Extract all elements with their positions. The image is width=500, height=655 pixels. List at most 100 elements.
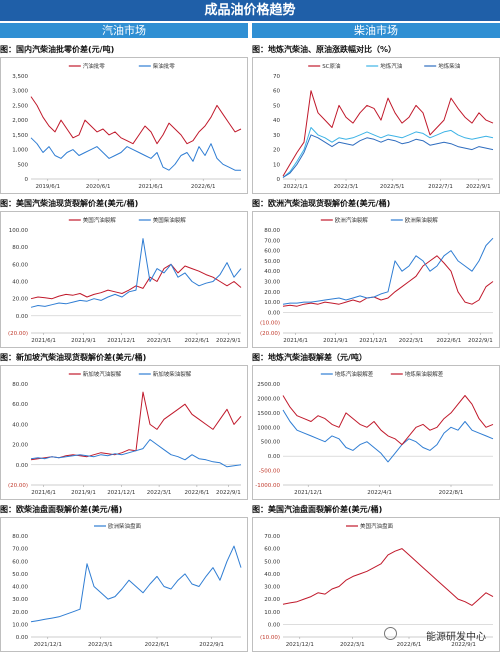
chart-svg: 70.00 60.00 50.00 40.00 30.00 20.00 10.00 0.00 (… (260, 522, 494, 648)
chart-frame: 100.00 80.00 60.00 40.00 20.00 0.00 (20.00) 202… (0, 211, 248, 348)
legend-label: 美国汽油裂解 (83, 216, 117, 224)
y-tick-label: 500 (18, 162, 29, 168)
chart-svg: 80.00 60.00 40.00 20.00 0.00 (20.00)2021/6/1 2… (8, 370, 242, 496)
series-line (282, 90, 494, 177)
x-tick-label: 2021/9/1 (71, 338, 96, 344)
chart-frame: 80.00 70.00 60.00 50.00 40.00 30.00 20.00 10.00… (0, 517, 248, 652)
y-tick-label: 0.00 (16, 463, 29, 469)
series-line (30, 263, 242, 300)
x-tick-label: 2021/12/1 (286, 642, 314, 648)
x-tick-label: 2022/3/1 (88, 642, 113, 648)
legend-label: 汽油批零 (83, 62, 106, 70)
x-tick-label: 2021/9/1 (71, 490, 96, 496)
x-tick-label: 2021/6/1 (138, 184, 163, 190)
y-tick-label: 2500.00 (257, 382, 280, 388)
wechat-icon (384, 627, 397, 640)
y-tick-label: 0.00 (268, 622, 281, 628)
legend-label: SC原油 (322, 62, 341, 70)
chart-panel-p7: 图：欧柴油盘面裂解价差(美元/桶) 80.00 70.00 60.00 50.00 40.… (0, 504, 248, 652)
chart-panel-p8: 图：美国汽油盘面裂解价差(美元/桶) 70.00 60.00 50.00 40.00 30… (252, 504, 500, 652)
x-tick-label: 2020/6/1 (86, 184, 111, 190)
x-tick-label: 2022/3/1 (399, 338, 424, 344)
diesel-column-header: 柴油市场 (252, 23, 500, 38)
legend-label: 欧洲柴油盘面 (108, 522, 142, 530)
x-tick-label: 2022/9/1 (216, 490, 241, 496)
chart-title: 图：地炼汽柴油、原油涨跌幅对比（%） (252, 45, 397, 54)
x-tick-label: 2022/9/1 (466, 184, 491, 190)
legend-label: 地炼汽油裂解差 (335, 370, 374, 378)
y-tick-label: 1,000 (12, 148, 28, 154)
y-tick-label: (10.00) (260, 635, 280, 641)
y-tick-label: 10.00 (264, 610, 280, 616)
x-tick-label: 2021/6/1 (31, 490, 56, 496)
y-tick-label: 0.00 (16, 314, 29, 320)
x-tick-label: 2022/6/1 (191, 184, 216, 190)
legend-label: 美国汽油盘面 (360, 522, 394, 530)
y-tick-label: 40.00 (12, 585, 28, 591)
x-tick-label: 2022/9/1 (199, 642, 224, 648)
y-tick-label: 40.00 (12, 422, 28, 428)
y-tick-label: 40.00 (264, 269, 280, 275)
x-tick-label: 2021/12/1 (107, 490, 135, 496)
chart-frame: 70.00 60.00 50.00 40.00 30.00 20.00 10.00 0.00 (… (252, 517, 500, 652)
y-tick-label: 1,500 (12, 133, 28, 139)
chart-title: 图：地炼汽柴油裂解差（元/吨） (252, 353, 367, 362)
legend-label: 地炼柴油裂解差 (405, 370, 444, 378)
gasoline-column-header: 汽油市场 (0, 23, 248, 38)
x-tick-label: 2022/3/1 (340, 642, 365, 648)
chart-panel-p3: 图：美国汽柴油现货裂解价差(美元/桶) 100.00 80.00 60.00 40.00… (0, 198, 248, 348)
x-tick-label: 2022/9/1 (468, 338, 493, 344)
chart-panel-p1: 图：国内汽柴油批零价差(元/吨) 3,500 3,000 2,500 2,000 1,50… (0, 44, 248, 194)
y-tick-label: 60 (273, 89, 280, 95)
x-tick-label: 2019/6/1 (35, 184, 60, 190)
y-tick-label: 30.00 (264, 585, 280, 591)
x-tick-label: 2022/1/1 (283, 184, 308, 190)
chart-title: 图：美国汽柴油现货裂解价差(美元/桶) (0, 199, 139, 208)
x-tick-label: 2021/12/1 (294, 490, 322, 496)
y-tick-label: 20.00 (12, 610, 28, 616)
chart-svg: 3,500 3,000 2,500 2,000 1,500 1,000 500 0 2019/6… (12, 62, 242, 190)
y-tick-label: 40.00 (12, 280, 28, 286)
y-tick-label: 80.00 (264, 228, 280, 234)
y-tick-label: 50.00 (264, 559, 280, 565)
y-tick-label: 60.00 (12, 402, 28, 408)
y-tick-label: 0 (25, 177, 29, 183)
chart-panel-p4: 图：欧洲汽柴油现货裂解价差(美元/桶) 80.00 70.00 60.00 50.00 4… (252, 198, 500, 348)
y-tick-label: 2000.00 (257, 396, 280, 402)
x-tick-label: 2022/6/1 (185, 490, 210, 496)
legend-label: 新加坡汽油裂解 (83, 370, 122, 378)
y-tick-label: 2,000 (12, 118, 28, 124)
y-tick-label: 2,500 (12, 103, 28, 109)
y-tick-label: 100.00 (9, 228, 29, 234)
y-tick-label: 20.00 (12, 297, 28, 303)
x-tick-label: 2021/12/1 (107, 338, 135, 344)
x-tick-label: 2022/3/1 (147, 338, 172, 344)
legend-label: 柴油批零 (153, 62, 176, 70)
chart-title: 图：新加坡汽柴油现货裂解价差(美元/桶) (0, 353, 147, 362)
series-line (30, 238, 242, 308)
x-tick-label: 2022/6/1 (397, 642, 422, 648)
y-tick-label: 40 (273, 118, 280, 124)
series-line (282, 548, 494, 606)
y-tick-label: 20.00 (264, 290, 280, 296)
y-tick-label: 70.00 (264, 238, 280, 244)
y-tick-label: 1000.00 (257, 425, 280, 431)
series-line (30, 96, 242, 145)
chart-frame: 80.00 70.00 60.00 50.00 40.00 30.00 20.00 10.00… (252, 211, 500, 348)
y-tick-label: 70.00 (12, 547, 28, 553)
y-tick-label: 60.00 (264, 249, 280, 255)
series-line (282, 395, 494, 446)
x-tick-label: 2022/3/1 (334, 184, 359, 190)
chart-panel-p2: 图：地炼汽柴油、原油涨跌幅对比（%） 70 60 50 40 30 20 10 0 2022/1/… (252, 44, 500, 194)
series-line (30, 391, 242, 461)
series-line (282, 409, 494, 463)
chart-svg: 80.00 70.00 60.00 50.00 40.00 30.00 20.00 10.00… (12, 522, 242, 648)
y-tick-label: 0.00 (268, 454, 281, 460)
x-tick-label: 2022/6/1 (185, 338, 210, 344)
y-tick-label: 70.00 (264, 534, 280, 540)
series-line (30, 439, 242, 468)
y-tick-label: 20.00 (264, 597, 280, 603)
chart-svg: 100.0080.0060.0040.0020.000.00(20.00)202… (8, 216, 242, 344)
y-tick-label: 1500.00 (257, 411, 280, 417)
